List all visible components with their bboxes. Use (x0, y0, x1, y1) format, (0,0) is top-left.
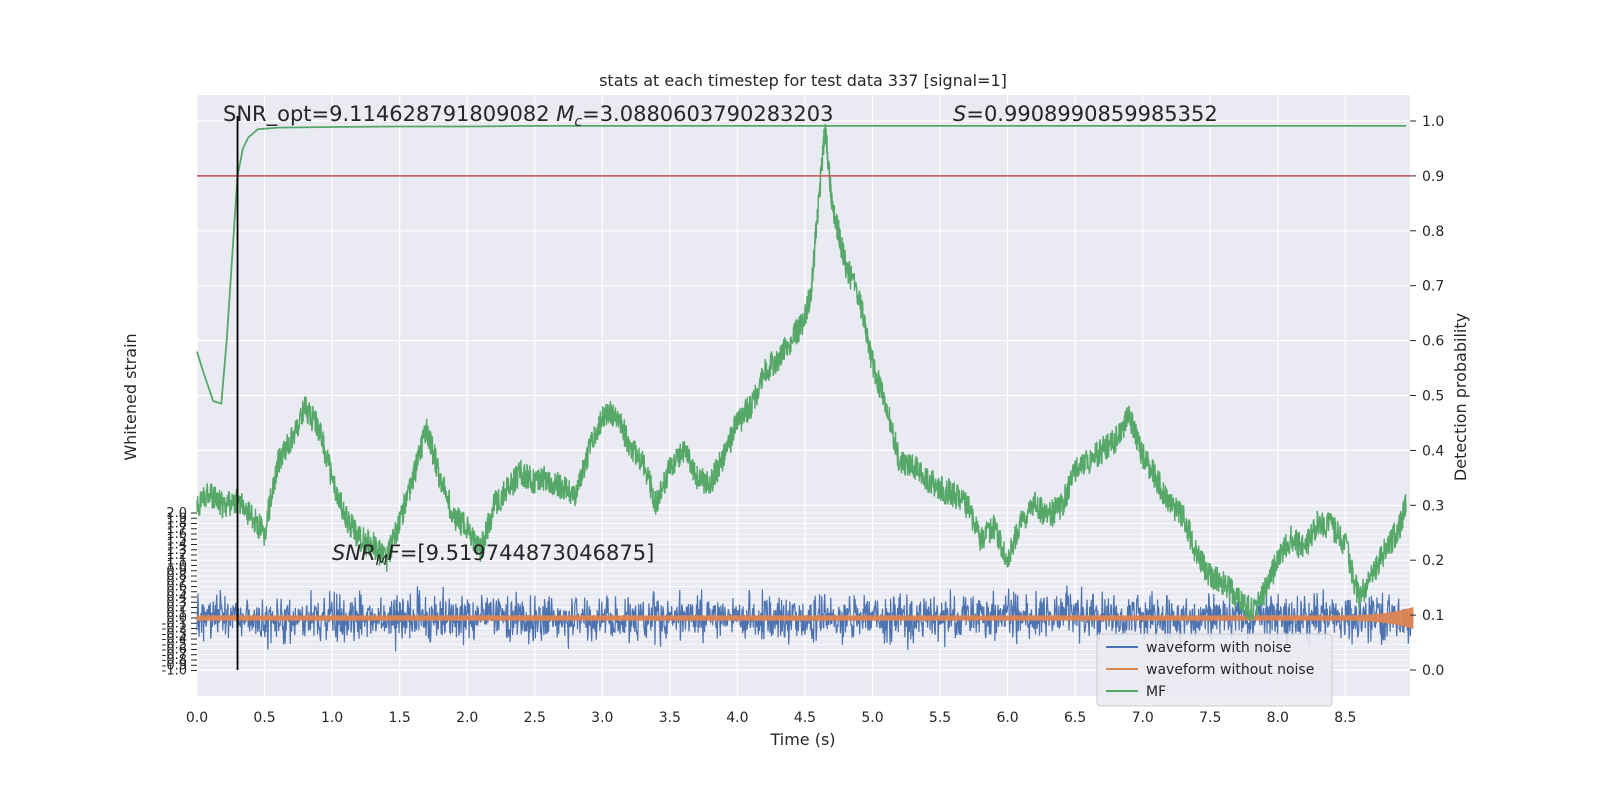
left-tick-label: 0.2 (166, 601, 187, 616)
x-tick-label: 0.0 (186, 710, 208, 726)
left-axis-ticks: -1.0-0.9-0.8-0.7-0.6-0.5-0.4-0.3-0.2-0.1… (162, 506, 197, 679)
right-axis-label: Detection probability (1451, 313, 1470, 481)
left-tick-label: -0.7 (162, 648, 187, 663)
x-tick-label: 1.0 (321, 710, 343, 726)
line-mf-probability (196, 123, 1407, 622)
right-tick-label: 0.8 (1422, 224, 1444, 240)
legend-label-noise: waveform with noise (1146, 640, 1291, 656)
chart-title: stats at each timestep for test data 337… (599, 71, 1007, 90)
x-axis-label: Time (s) (769, 730, 835, 749)
left-tick-label: 0.6 (166, 580, 187, 595)
x-tick-label: 3.0 (591, 710, 613, 726)
s-annotation: S=0.9908990859985352 (953, 102, 1218, 126)
left-tick-label: -0.5 (162, 637, 187, 652)
legend: waveform with noise waveform without noi… (1096, 633, 1333, 707)
snr-opt-annotation: SNR_opt=9.114628791809082 Mc=3.088060379… (223, 102, 834, 130)
legend-label-mf: MF (1146, 684, 1166, 700)
mc-symbol: M (556, 102, 574, 126)
right-tick-label: 0.1 (1422, 608, 1444, 624)
left-tick-label: -0.4 (162, 632, 187, 647)
left-tick-label: 1.6 (166, 527, 187, 542)
left-tick-label: 1.5 (166, 532, 187, 547)
left-tick-label: 1.8 (166, 517, 187, 532)
left-tick-label: 0.4 (166, 590, 187, 605)
snr-mf-value: =[9.519744873046875] (400, 541, 654, 565)
left-tick-label: 1.1 (166, 553, 187, 568)
mc-subscript: c (574, 114, 582, 130)
right-tick-label: 1.0 (1422, 114, 1444, 130)
line-mf (196, 125, 1407, 405)
left-tick-label: 1.2 (166, 548, 187, 563)
left-tick-label: 1.3 (166, 543, 187, 558)
left-tick-label: 0.1 (166, 606, 187, 621)
legend-box (1096, 633, 1333, 707)
snr-opt-text: SNR_opt=9.114628791809082 (223, 102, 556, 127)
series-waveform-without-noise (196, 607, 1414, 629)
right-tick-label: 0.0 (1422, 663, 1444, 679)
x-tick-label: 1.5 (389, 710, 411, 726)
x-tick-label: 8.5 (1334, 710, 1356, 726)
left-tick-label: 2.0 (166, 506, 187, 521)
x-tick-label: 7.0 (1132, 710, 1154, 726)
left-tick-label: 1.9 (166, 511, 187, 526)
left-tick-label: 1.4 (166, 538, 187, 553)
x-tick-label: 2.0 (456, 710, 478, 726)
left-tick-label: 0.7 (166, 574, 187, 589)
series-mf (196, 123, 1407, 622)
x-tick-label: 4.0 (726, 710, 748, 726)
left-tick-label: -1.0 (162, 664, 187, 679)
left-tick-label: -0.8 (162, 653, 187, 668)
right-tick-label: 0.7 (1422, 279, 1444, 295)
x-tick-label: 8.0 (1267, 710, 1289, 726)
legend-label-clean: waveform without noise (1146, 662, 1314, 678)
right-axis-ticks: 0.0 0.1 0.2 0.3 0.4 0.5 0.6 0.7 0.8 0.9 1.0 (1410, 114, 1444, 679)
left-tick-label: 0.0 (166, 611, 187, 626)
left-tick-label: 1.0 (166, 559, 187, 574)
x-tick-label: 6.0 (996, 710, 1018, 726)
right-tick-label: 0.5 (1422, 389, 1444, 405)
x-tick-label: 0.5 (253, 710, 275, 726)
series-waveform-with-noise (196, 585, 1414, 652)
left-tick-label: 0.8 (166, 569, 187, 584)
snr-mf-subscript: M (376, 553, 388, 569)
x-tick-label: 5.0 (861, 710, 883, 726)
right-tick-label: 0.2 (1422, 553, 1444, 569)
left-axis-label: Whitened strain (121, 333, 140, 460)
right-tick-label: 0.6 (1422, 334, 1444, 350)
left-tick-label: -0.6 (162, 643, 187, 658)
snr-mf-symbol: SNR (332, 541, 376, 565)
left-tick-label: 1.7 (166, 522, 187, 537)
x-tick-label: 5.5 (929, 710, 951, 726)
left-tick-label: -0.3 (162, 627, 187, 642)
left-tick-label: -0.9 (162, 658, 187, 673)
x-tick-label: 7.5 (1199, 710, 1221, 726)
x-tick-label: 6.5 (1064, 710, 1086, 726)
left-tick-label: -0.2 (162, 622, 187, 637)
left-tick-label: 0.5 (166, 585, 187, 600)
left-tick-label: -0.1 (162, 616, 187, 631)
left-tick-label: 0.9 (166, 564, 187, 579)
x-tick-label: 4.5 (794, 710, 816, 726)
s-symbol: S (953, 102, 966, 126)
s-value: =0.9908990859985352 (966, 102, 1217, 126)
x-axis-ticks: 0.0 0.5 1.0 1.5 2.0 2.5 3.0 3.5 4.0 4.5 5.0 5.5 6.0 6… (186, 710, 1357, 726)
band-waveform-without-noise (196, 607, 1414, 629)
right-tick-label: 0.3 (1422, 498, 1444, 514)
left-tick-label: 0.3 (166, 595, 187, 610)
x-tick-label: 2.5 (524, 710, 546, 726)
x-tick-label: 3.5 (659, 710, 681, 726)
mc-value: =3.0880603790283203 (582, 102, 833, 126)
right-tick-label: 0.9 (1422, 169, 1444, 185)
right-tick-label: 0.4 (1422, 443, 1444, 459)
snr-mf-tail: F (388, 541, 401, 565)
snr-mf-annotation: SNRMF=[9.519744873046875] (332, 541, 654, 569)
line-waveform-with-noise (196, 585, 1414, 652)
